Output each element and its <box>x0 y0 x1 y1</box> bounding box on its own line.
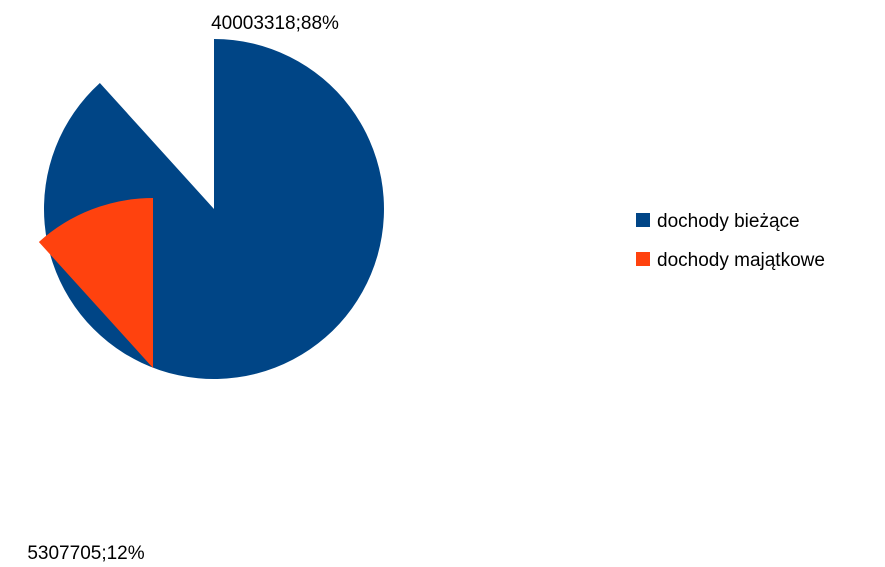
legend-swatch-dochody-majatkowe <box>636 252 650 266</box>
legend-swatch-dochody-biezace <box>636 213 650 227</box>
legend: dochody bieżące dochody majątkowe <box>636 211 825 271</box>
pie-slice-dochody-majatkowe <box>38 198 154 368</box>
legend-label-dochody-biezace: dochody bieżące <box>657 211 800 232</box>
legend-label-dochody-majatkowe: dochody majątkowe <box>657 250 825 271</box>
data-label-dochody-majatkowe: 5307705;12% <box>27 543 144 564</box>
data-label-dochody-biezace: 40003318;88% <box>211 13 339 34</box>
